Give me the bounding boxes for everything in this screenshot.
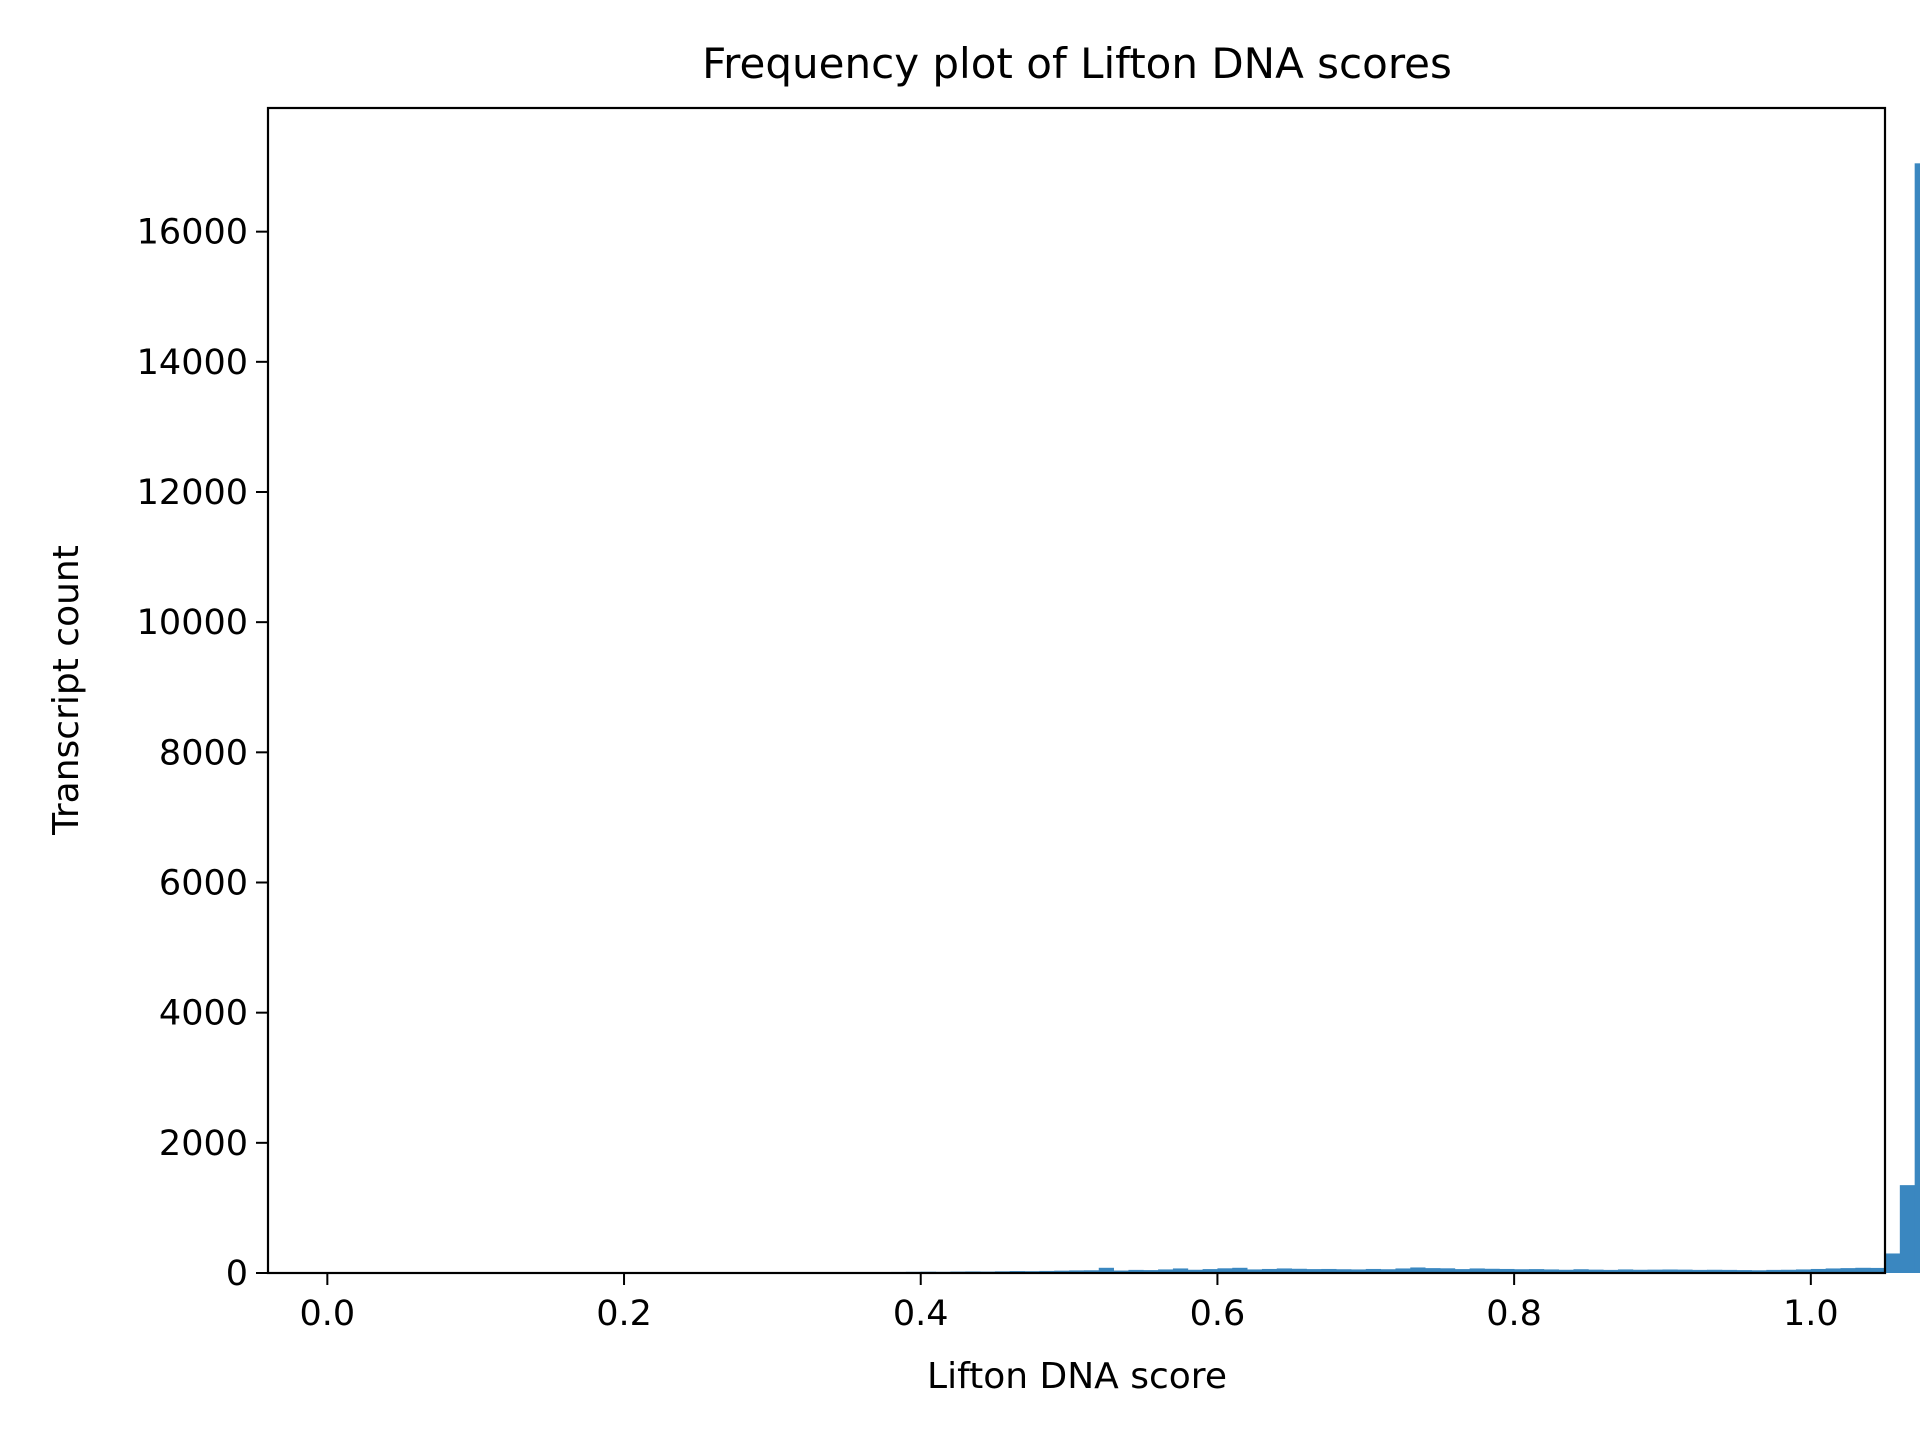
histogram-bar: [1083, 1270, 1100, 1273]
histogram-bar: [1706, 1269, 1723, 1273]
y-axis-label: Transcript count: [46, 545, 87, 836]
histogram-bar: [1469, 1268, 1485, 1273]
histogram-bar: [1247, 1269, 1263, 1273]
histogram-bar: [1914, 163, 1920, 1273]
histogram-bar: [1113, 1270, 1129, 1273]
histogram-bar: [1840, 1268, 1856, 1273]
bar-group: [698, 163, 1920, 1273]
histogram-bar: [1588, 1269, 1604, 1273]
histogram-bar: [1054, 1270, 1070, 1273]
histogram-bar: [1454, 1269, 1471, 1273]
histogram-bar: [1187, 1269, 1203, 1273]
chart-title: Frequency plot of Lifton DNA scores: [702, 39, 1452, 88]
histogram-bar: [1558, 1269, 1574, 1273]
histogram-bar: [1276, 1268, 1292, 1273]
histogram-bar: [1662, 1269, 1678, 1273]
histogram-bar: [1484, 1268, 1500, 1273]
y-tick-label: 2000: [159, 1124, 248, 1164]
histogram-bar: [1410, 1267, 1426, 1273]
y-tick-label: 10000: [137, 603, 248, 643]
histogram-bar: [1499, 1268, 1515, 1273]
histogram-bar: [1098, 1267, 1114, 1273]
histogram-bar: [1573, 1269, 1589, 1273]
histogram-bar: [1795, 1269, 1812, 1273]
histogram-bar: [1692, 1269, 1708, 1273]
histogram-bar: [1736, 1270, 1752, 1273]
y-tick-label: 6000: [159, 863, 248, 903]
histogram-bar: [1810, 1268, 1827, 1273]
y-tick-label: 14000: [137, 343, 248, 383]
histogram-bar: [1069, 1270, 1085, 1273]
histogram-bar: [1365, 1268, 1382, 1273]
histogram-bar: [1350, 1269, 1367, 1273]
histogram-bar: [1158, 1269, 1174, 1273]
histogram-bar: [1899, 1185, 1916, 1273]
histogram-bar: [1321, 1268, 1337, 1273]
x-tick-label: 0.2: [596, 1294, 652, 1334]
histogram-bar: [1380, 1269, 1396, 1273]
y-tick-label: 0: [226, 1254, 248, 1294]
x-axis-ticks: 0.0 0.2 0.4 0.6 0.8 1.0: [300, 1273, 1839, 1334]
x-tick-label: 0.4: [893, 1294, 949, 1334]
histogram-bar: [1439, 1268, 1456, 1273]
y-tick-label: 12000: [137, 473, 248, 513]
histogram-bar: [1425, 1268, 1441, 1273]
x-tick-label: 0.8: [1486, 1294, 1542, 1334]
x-tick-label: 0.0: [300, 1294, 356, 1334]
histogram-bar: [1647, 1269, 1663, 1273]
y-tick-label: 4000: [159, 994, 248, 1034]
x-tick-label: 1.0: [1783, 1294, 1839, 1334]
histogram-bar: [1781, 1269, 1797, 1273]
histogram-bar: [1543, 1269, 1560, 1273]
histogram-bar: [1617, 1269, 1634, 1273]
histogram-bar: [1751, 1270, 1767, 1273]
x-axis-label: Lifton DNA score: [927, 1356, 1227, 1397]
y-axis-ticks: 0 2000 4000 6000 8000 10000 12000 14000 16000: [137, 213, 268, 1294]
histogram-bar: [1128, 1269, 1144, 1273]
histogram-bar: [1306, 1269, 1322, 1273]
y-tick-label: 8000: [159, 733, 248, 773]
histogram-bar: [1528, 1269, 1545, 1273]
histogram-bar: [1825, 1268, 1841, 1273]
histogram-bar: [1514, 1269, 1530, 1273]
histogram-bar: [1217, 1268, 1233, 1273]
histogram-bar: [1632, 1269, 1649, 1273]
y-tick-label: 16000: [137, 213, 248, 253]
histogram-bar: [1603, 1269, 1619, 1273]
histogram-bar: [1677, 1269, 1693, 1273]
histogram-bar: [1291, 1268, 1307, 1273]
histogram-bar: [1143, 1270, 1159, 1273]
histogram-bar: [1395, 1268, 1411, 1273]
histogram-bar: [1172, 1268, 1189, 1273]
histogram-bar: [1202, 1269, 1218, 1273]
histogram-bar: [1870, 1267, 1886, 1273]
histogram-bar: [1261, 1268, 1278, 1273]
plot-frame: [266, 106, 1887, 1275]
histogram-bar: [1885, 1253, 1901, 1273]
x-tick-label: 0.6: [1190, 1294, 1246, 1334]
histogram-bar: [1766, 1269, 1782, 1273]
histogram-bar: [1232, 1267, 1248, 1273]
histogram-bar: [1336, 1269, 1352, 1273]
histogram-bar: [1721, 1269, 1738, 1273]
histogram-bar: [1855, 1267, 1871, 1273]
